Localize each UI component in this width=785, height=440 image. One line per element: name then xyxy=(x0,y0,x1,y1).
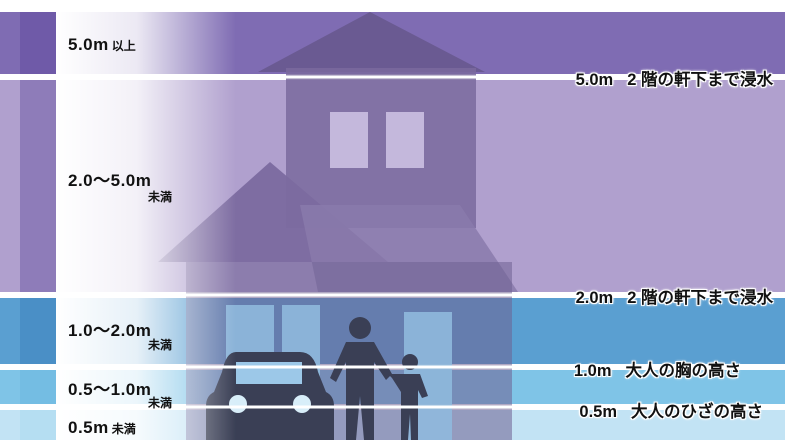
depth-value: 5.0m xyxy=(575,71,614,89)
depth-description: 2 階の軒下まで浸水 xyxy=(627,289,773,307)
swatch-05-1m xyxy=(20,370,56,404)
depth-caption-1m: 1.0m 大人の胸の高さ xyxy=(574,357,741,381)
depth-caption-2m: 2.0m 2 階の軒下まで浸水 xyxy=(576,284,773,308)
depth-caption-05m: 0.5m 大人のひざの高さ xyxy=(579,398,763,422)
level-label-5m-above: 5.0m 以上 xyxy=(68,35,136,55)
swatch-2-5m xyxy=(20,80,56,292)
level-range: 2.0～5.0m xyxy=(68,171,152,190)
level-range: 0.5m xyxy=(68,418,109,437)
depth-value: 1.0m xyxy=(573,362,612,380)
depth-description: 大人の胸の高さ xyxy=(625,362,742,380)
level-qualifier: 以上 xyxy=(111,39,136,53)
level-range: 0.5～1.0m xyxy=(68,380,152,399)
level-range: 1.0～2.0m xyxy=(68,321,152,340)
level-qualifier: 未満 xyxy=(148,396,173,410)
level-qualifier: 未満 xyxy=(148,190,173,204)
level-qualifier: 未満 xyxy=(111,422,136,436)
depth-description: 2 階の軒下まで浸水 xyxy=(627,71,773,89)
swatch-1-2m xyxy=(20,298,56,364)
level-label-2-5m: 2.0～5.0m 未満 xyxy=(68,166,172,204)
level-label-05-1m: 0.5～1.0m 未満 xyxy=(68,375,172,410)
swatch-below-05m xyxy=(20,410,56,440)
depth-caption-5m: 5.0m 2 階の軒下まで浸水 xyxy=(576,66,773,90)
depth-marker-lines xyxy=(0,75,785,409)
swatch-5m-above xyxy=(20,12,56,74)
level-qualifier: 未満 xyxy=(148,338,173,352)
depth-value: 0.5m xyxy=(579,403,617,421)
depth-description: 大人のひざの高さ xyxy=(631,403,763,421)
level-label-1-2m: 1.0～2.0m 未満 xyxy=(68,316,172,352)
level-label-below-05m: 0.5m 未満 xyxy=(68,418,136,438)
depth-value: 2.0m xyxy=(575,289,614,307)
left-fade xyxy=(56,0,236,440)
level-range: 5.0m xyxy=(68,35,109,54)
